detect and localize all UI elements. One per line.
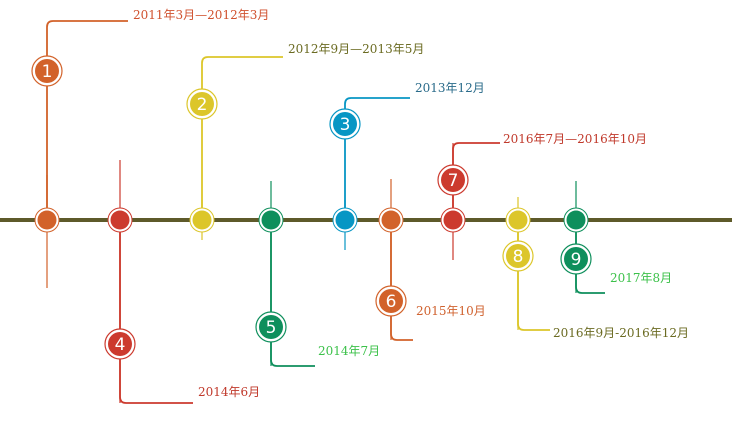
event-connector	[119, 220, 193, 404]
event-number: 2	[197, 95, 208, 115]
event-badge	[564, 247, 588, 271]
event-date-label: 2015年10月	[416, 304, 486, 318]
timeline-event-8: 8 2016年9月-2016年12月	[502, 197, 689, 340]
event-date-label: 2012年9月—2013年5月	[288, 42, 424, 56]
event-connector	[575, 220, 605, 294]
event-number: 8	[513, 247, 524, 267]
event-connector	[270, 220, 315, 367]
timeline-event-9: 9 2017年8月	[560, 181, 672, 294]
timeline-event-3: 3 2013年12月	[329, 81, 485, 250]
event-date-label: 2011年3月—2012年3月	[133, 8, 269, 22]
event-node	[37, 210, 57, 230]
event-date-label: 2016年7月—2016年10月	[503, 132, 647, 146]
event-badge	[441, 168, 465, 192]
event-date-label: 2014年7月	[318, 344, 380, 358]
timeline-event-7: 7 2016年7月—2016年10月	[437, 132, 647, 260]
event-connector	[46, 20, 128, 220]
event-number: 3	[340, 115, 351, 135]
event-number: 7	[448, 171, 459, 191]
event-connector	[517, 220, 550, 331]
event-number: 1	[42, 62, 53, 82]
event-badge	[35, 59, 59, 83]
event-number: 6	[386, 292, 397, 312]
event-badge	[108, 332, 132, 356]
timeline-event-5: 5 2014年7月	[255, 181, 380, 367]
event-connector	[390, 220, 413, 341]
event-node	[261, 210, 281, 230]
timeline-event-1: 1 2011年3月—2012年3月	[31, 8, 269, 288]
event-node	[566, 210, 586, 230]
event-node	[110, 210, 130, 230]
event-node	[335, 210, 355, 230]
event-node	[508, 210, 528, 230]
event-connector	[201, 56, 283, 220]
event-badge	[506, 244, 530, 268]
event-badge	[333, 112, 357, 136]
event-date-label: 2017年8月	[610, 271, 672, 285]
event-node	[381, 210, 401, 230]
timeline-event-6: 6 2015年10月	[375, 179, 486, 341]
timeline-event-4: 4 2014年6月	[104, 160, 260, 404]
event-connector	[344, 97, 410, 220]
event-date-label: 2016年9月-2016年12月	[553, 326, 689, 340]
event-badge	[379, 289, 403, 313]
event-number: 5	[266, 318, 277, 338]
event-date-label: 2014年6月	[198, 385, 260, 399]
event-connector	[452, 142, 500, 220]
event-node	[443, 210, 463, 230]
event-badge	[190, 92, 214, 116]
event-date-label: 2013年12月	[415, 81, 485, 95]
event-number: 4	[115, 335, 126, 355]
timeline-event-2: 2 2012年9月—2013年5月	[186, 42, 424, 240]
event-badge	[259, 315, 283, 339]
event-node	[192, 210, 212, 230]
event-number: 9	[571, 250, 582, 270]
